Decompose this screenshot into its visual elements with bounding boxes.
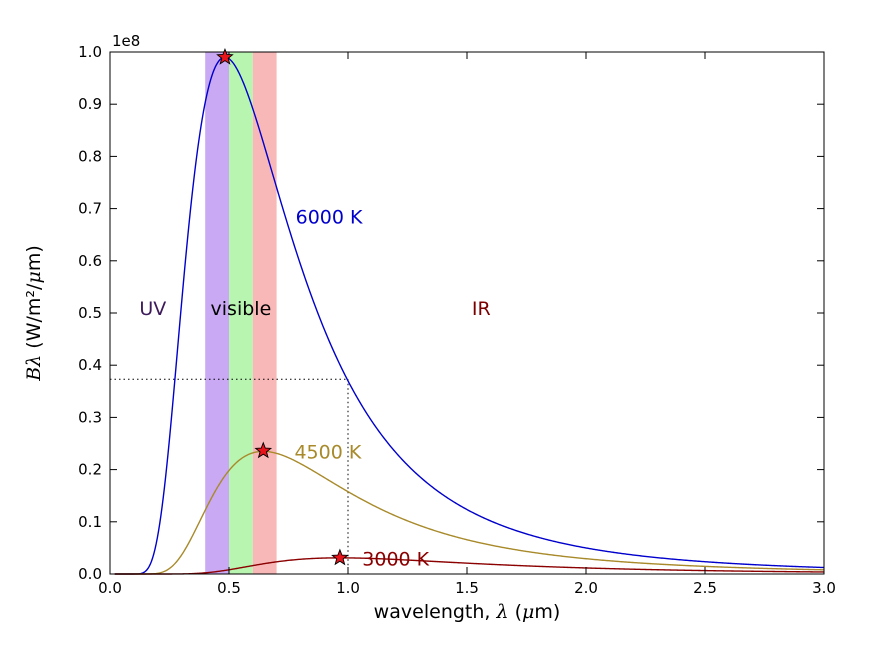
y-tick-label-8: 0.8 (78, 147, 102, 165)
x-tick-label-3: 1.5 (455, 579, 479, 597)
y-tick-label-1: 0.1 (78, 513, 102, 531)
spectral-band-0 (205, 52, 229, 574)
axis-ticks: 0.0 0.5 1.0 1.5 2.0 2.5 3.0 0.0 0.1 0.2 0.3 0.4 0.5 0… (78, 43, 836, 597)
peak-markers (216, 47, 349, 566)
peak-marker-4500k (254, 441, 273, 459)
spectral-band-2 (252, 52, 277, 574)
curve-6000k (114, 56, 825, 575)
region-label-uv: UV (139, 298, 166, 320)
y-tick-label-2: 0.2 (78, 461, 102, 479)
curve-label-6000k: 6000 K (296, 206, 363, 228)
y-tick-label-10: 1.0 (78, 43, 102, 61)
curve-3000k (114, 557, 825, 575)
x-axis-label: wavelength, λ (μm) (374, 601, 561, 623)
spectral-bands (205, 52, 277, 574)
guide-lines (110, 378, 349, 574)
y-tick-label-6: 0.6 (78, 252, 102, 270)
region-label-visible: visible (211, 298, 272, 320)
y-tick-label-7: 0.7 (78, 200, 102, 218)
curve-label-3000k: 3000 K (362, 548, 429, 570)
peak-marker-3000k (331, 548, 349, 566)
y-tick-label-0: 0.0 (78, 565, 102, 583)
curve-label-4500k: 4500 K (294, 441, 361, 463)
x-tick-label-6: 3.0 (812, 579, 836, 597)
x-tick-label-1: 0.5 (217, 579, 241, 597)
spectral-band-1 (229, 52, 253, 574)
y-axis-label: Bλ (W/m²/μm) (23, 245, 45, 382)
peak-marker-6000k (216, 47, 234, 65)
y-tick-label-5: 0.5 (78, 304, 102, 322)
region-label-ir: IR (472, 298, 491, 320)
x-tick-label-4: 2.0 (574, 579, 598, 597)
x-tick-label-0: 0.0 (98, 579, 122, 597)
curve-4500k (114, 450, 825, 575)
annotation-labels: 6000 K 4500 K 3000 K UV visible IR (139, 206, 490, 570)
y-scale-label: 1e8 (112, 32, 140, 50)
x-tick-label-2: 1.0 (336, 579, 360, 597)
y-tick-label-9: 0.9 (78, 95, 102, 113)
y-tick-label-3: 0.3 (78, 408, 102, 426)
x-tick-label-5: 2.5 (693, 579, 717, 597)
y-tick-label-4: 0.4 (78, 356, 102, 374)
planck-curves (114, 56, 825, 575)
